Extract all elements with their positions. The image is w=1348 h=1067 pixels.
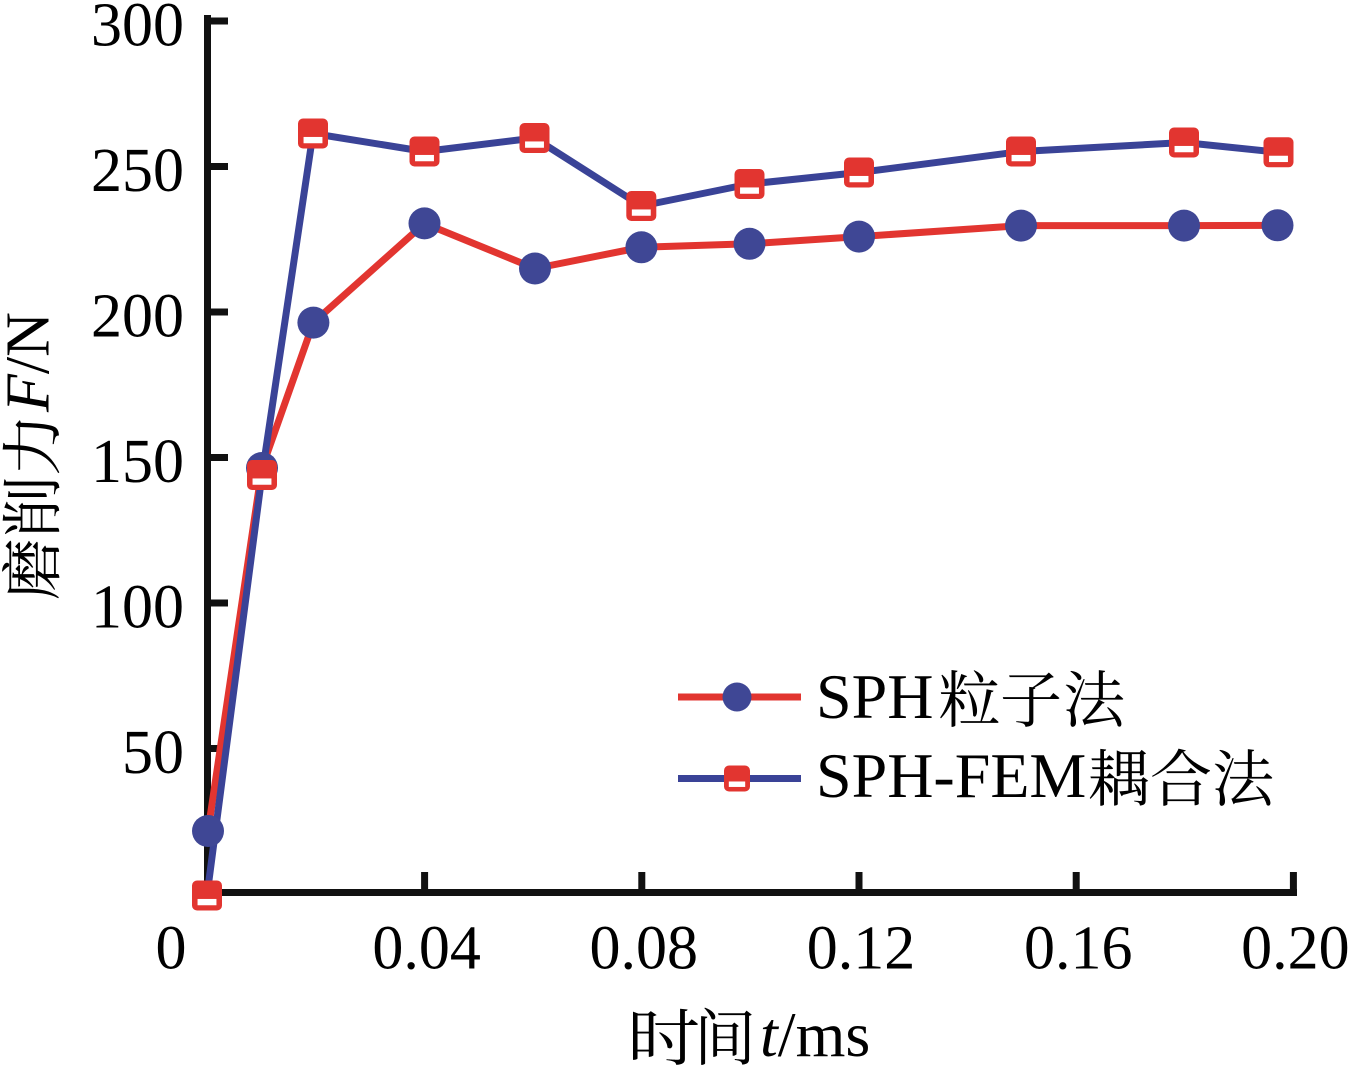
svg-text:0.20: 0.20 [1241, 915, 1348, 983]
svg-text:100: 100 [91, 573, 184, 641]
svg-text:F/N: F/N [0, 312, 63, 413]
svg-text:0.08: 0.08 [590, 915, 699, 983]
svg-text:SPH: SPH [816, 661, 933, 732]
svg-text:300: 300 [91, 0, 184, 59]
svg-text:t/ms: t/ms [760, 999, 870, 1067]
svg-text:150: 150 [91, 428, 184, 496]
svg-text:0.04: 0.04 [372, 915, 481, 983]
svg-text:50: 50 [122, 719, 184, 787]
svg-text:0: 0 [156, 915, 187, 983]
svg-text:0.16: 0.16 [1024, 915, 1133, 983]
svg-text:250: 250 [91, 137, 184, 205]
svg-text:200: 200 [91, 282, 184, 350]
svg-text:SPH-FEM: SPH-FEM [816, 740, 1086, 811]
svg-text:0.12: 0.12 [807, 915, 916, 983]
